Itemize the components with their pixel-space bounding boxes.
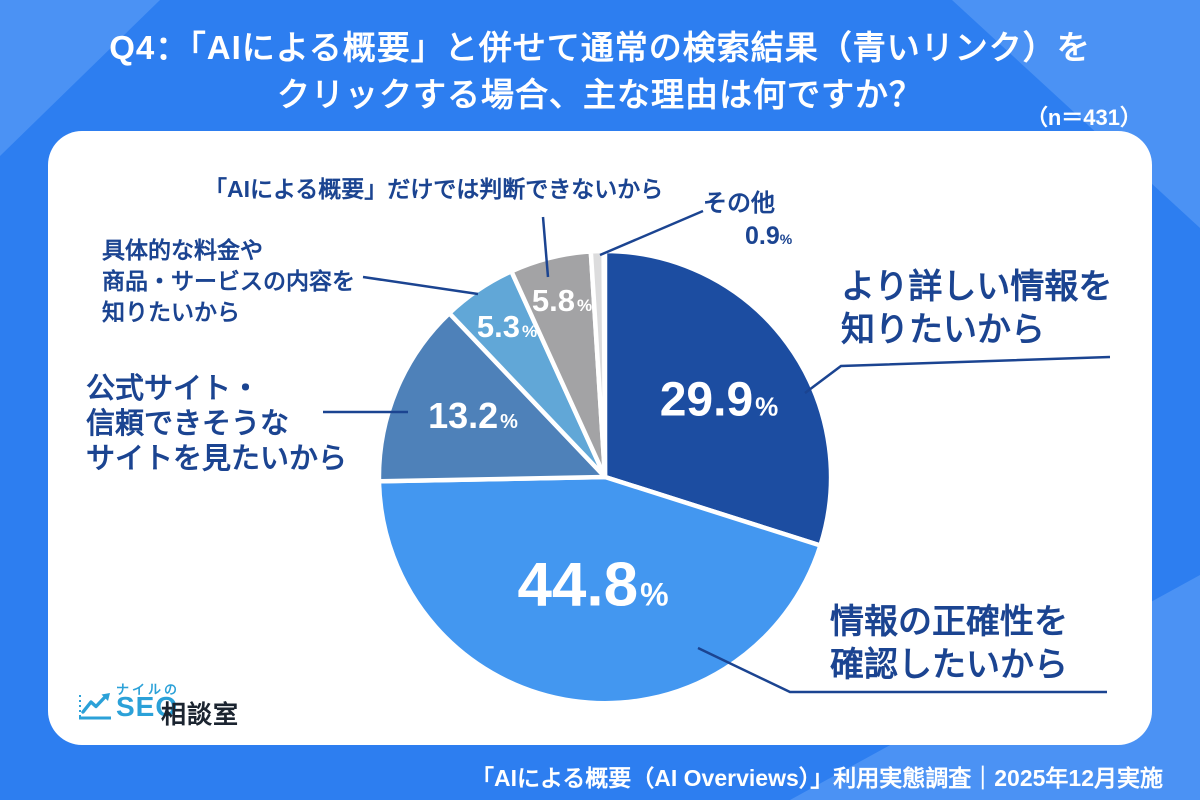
line-chart-icon (79, 693, 111, 720)
pie-value-label-2: 13.2% (428, 395, 518, 437)
brand-logo: ナイルの SEO 相談室 (77, 677, 257, 729)
pie-value-number: 44.8 (517, 550, 639, 620)
callout-price-line2: 商品・サービスの内容を (102, 268, 355, 294)
brand-logo-seo-text: SEO (116, 691, 179, 722)
pie-value-number: 13.2 (428, 395, 499, 436)
page-title-line1: Q4：「AIによる概要」と併せて通常の検索結果（青いリンク）を (109, 29, 1091, 66)
callout-official-site: 公式サイト・ 信頼できそうな サイトを見たいから (86, 372, 347, 477)
pie-value-number: 5.3 (476, 309, 520, 344)
other-value-number: 0.9 (745, 222, 780, 250)
callout-other-value: 0.9% (745, 222, 792, 251)
callout-accuracy: 情報の正確性を 確認したいから (830, 601, 1068, 687)
brand-logo-top-text: ナイルの (116, 682, 181, 697)
callout-more-detail: より詳しい情報を 知りたいから (841, 266, 1112, 352)
pie-value-label-0: 29.9% (660, 373, 779, 428)
pie-value-unit: % (755, 391, 779, 422)
callout-accuracy-line1: 情報の正確性を (830, 603, 1068, 641)
page-title: Q4：「AIによる概要」と併せて通常の検索結果（青いリンク）を クリックする場合… (0, 24, 1200, 118)
callout-more-detail-line1: より詳しい情報を (841, 268, 1113, 306)
callout-price-details: 具体的な料金や 商品・サービスの内容を 知りたいから (102, 235, 355, 328)
sample-size-badge: （n＝431） (1025, 105, 1142, 130)
pie-value-unit: % (640, 576, 669, 613)
callout-ai-only: 「AIによる概要」だけでは判断できないから (204, 174, 663, 204)
callout-official-line3: サイトを見たいから (86, 443, 348, 475)
callout-ai-only-line: 「AIによる概要」だけでは判断できないから (204, 176, 664, 202)
footer-source-text: 「AIによる概要（AI Overviews）」利用実態調査｜2025年12月実施 (470, 765, 1163, 791)
other-value-unit: % (779, 231, 793, 247)
callout-other: その他 (703, 190, 775, 218)
pie-value-number: 29.9 (659, 373, 754, 427)
pie-value-unit: % (576, 296, 593, 315)
callout-official-line1: 公式サイト・ (86, 373, 261, 405)
callout-price-line1: 具体的な料金や (102, 237, 263, 263)
pie-value-unit: % (521, 322, 538, 341)
brand-logo-room-text: 相談室 (161, 701, 240, 729)
callout-more-detail-line2: 知りたいから (841, 311, 1045, 349)
callout-other-label: その他 (703, 190, 775, 217)
callout-price-line3: 知りたいから (102, 299, 240, 325)
pie-value-label-3: 5.3% (477, 309, 537, 345)
page-title-line2: クリックする場合、主な理由は何ですか？ (277, 76, 923, 113)
callout-official-line2: 信頼できそうな (86, 408, 290, 440)
callout-accuracy-line2: 確認したいから (830, 646, 1068, 684)
pie-value-label-1: 44.8% (517, 550, 668, 621)
pie-value-number: 5.8 (531, 283, 575, 318)
pie-value-unit: % (500, 411, 518, 433)
pie-value-label-4: 5.8% (532, 283, 592, 319)
